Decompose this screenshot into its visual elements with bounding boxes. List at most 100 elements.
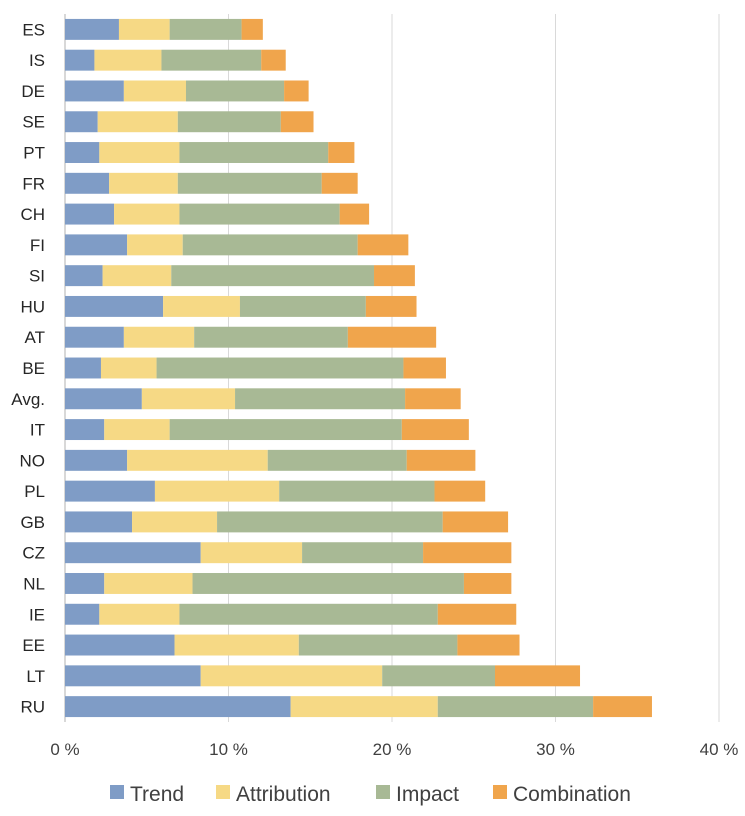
bar-fi-impact: [182, 234, 358, 256]
bar-at-attribution: [123, 326, 195, 348]
bar-nl-trend: [65, 573, 105, 594]
bar-is-trend: [65, 49, 95, 71]
bar-hu-impact: [239, 295, 366, 317]
bar-it-impact: [169, 419, 402, 441]
legend-swatch-trend: [110, 785, 124, 799]
bar-de-attribution: [123, 80, 186, 102]
bar-se-attribution: [97, 111, 178, 133]
category-label: HU: [20, 297, 45, 316]
category-label: IS: [29, 51, 45, 70]
bar-ch-trend: [65, 203, 115, 225]
bar-es-trend: [65, 18, 119, 40]
category-label: RU: [20, 698, 45, 717]
category-label: SI: [29, 267, 45, 286]
bar-pt-impact: [179, 142, 329, 163]
category-label: NO: [20, 451, 46, 470]
category-label: DE: [21, 82, 45, 101]
bar-es-impact: [169, 18, 242, 40]
category-label: BE: [22, 359, 45, 378]
bar-si-trend: [65, 265, 103, 287]
bar-fi-combination: [357, 234, 409, 256]
bar-ch-combination: [339, 203, 370, 225]
bar-fr-trend: [65, 172, 110, 194]
bar-no-attribution: [127, 449, 268, 471]
bar-hu-combination: [365, 295, 417, 317]
bar-it-attribution: [104, 419, 170, 441]
category-label: FR: [22, 174, 45, 193]
category-label: ES: [22, 20, 45, 39]
category-label: CH: [20, 205, 45, 224]
category-label: NL: [23, 574, 45, 593]
bar-no-trend: [65, 449, 128, 471]
bar-gb-impact: [217, 511, 443, 533]
bar-ie-impact: [179, 603, 438, 625]
bar-ch-attribution: [114, 203, 180, 225]
x-tick-label: 10 %: [209, 740, 248, 759]
bar-pl-impact: [279, 480, 435, 502]
bar-ru-combination: [593, 696, 652, 718]
bar-cz-trend: [65, 542, 201, 564]
bar-gb-combination: [442, 511, 509, 533]
bar-ee-impact: [298, 634, 458, 656]
category-labels: ES IS DE SE PT FR CH FI SI HU AT BE Avg. IT NO PL GB CZ NL…: [11, 20, 45, 716]
bar-it-trend: [65, 419, 105, 441]
bar-be-trend: [65, 357, 101, 379]
bar-pt-combination: [328, 142, 355, 163]
bar-avg-trend: [65, 388, 142, 410]
bar-no-impact: [267, 449, 407, 471]
bar-be-attribution: [100, 357, 157, 379]
legend-label-trend: Trend: [130, 783, 184, 806]
bars: [65, 18, 652, 718]
bar-se-combination: [280, 111, 314, 133]
legend-label-combination: Combination: [513, 783, 631, 806]
legend: Trend Attribution Impact Combination: [110, 783, 631, 806]
bar-si-impact: [171, 265, 375, 287]
bar-avg-combination: [405, 388, 461, 410]
bar-nl-combination: [463, 573, 512, 594]
bar-lt-impact: [382, 665, 496, 687]
bar-pl-attribution: [154, 480, 280, 502]
bar-is-impact: [161, 49, 262, 71]
category-label: EE: [22, 636, 45, 655]
bar-at-impact: [194, 326, 348, 348]
bar-is-attribution: [94, 49, 162, 71]
bar-de-impact: [185, 80, 285, 102]
bar-se-impact: [177, 111, 281, 133]
bar-ru-attribution: [290, 696, 438, 718]
bar-be-combination: [403, 357, 446, 379]
x-tick-label: 20 %: [373, 740, 412, 759]
bar-at-trend: [65, 326, 124, 348]
bar-de-trend: [65, 80, 124, 102]
bar-pl-combination: [434, 480, 486, 502]
bar-es-attribution: [118, 18, 170, 40]
bar-lt-attribution: [200, 665, 383, 687]
x-tick-label: 30 %: [536, 740, 575, 759]
x-tick-labels: 0 % 10 % 20 % 30 % 40 %: [50, 740, 738, 759]
bar-ch-impact: [179, 203, 340, 225]
bar-gb-attribution: [132, 511, 218, 533]
bar-fr-combination: [321, 172, 358, 194]
bar-ee-trend: [65, 634, 175, 656]
category-label: IT: [30, 421, 45, 440]
bar-hu-trend: [65, 295, 164, 317]
bar-ru-trend: [65, 696, 291, 718]
bar-pl-trend: [65, 480, 155, 502]
legend-swatch-impact: [376, 785, 390, 799]
bar-be-impact: [156, 357, 404, 379]
bar-es-combination: [241, 18, 263, 40]
bar-lt-combination: [495, 665, 581, 687]
bar-at-combination: [347, 326, 437, 348]
bar-ee-attribution: [174, 634, 299, 656]
bar-cz-impact: [302, 542, 424, 564]
bar-pt-attribution: [99, 142, 180, 163]
legend-swatch-combination: [493, 785, 507, 799]
legend-label-attribution: Attribution: [236, 783, 331, 806]
bar-ie-trend: [65, 603, 100, 625]
category-label: LT: [26, 667, 45, 686]
bar-fi-attribution: [127, 234, 183, 256]
bar-pt-trend: [65, 142, 100, 163]
bar-no-combination: [406, 449, 476, 471]
category-label: IE: [29, 605, 45, 624]
bar-nl-impact: [192, 573, 464, 594]
